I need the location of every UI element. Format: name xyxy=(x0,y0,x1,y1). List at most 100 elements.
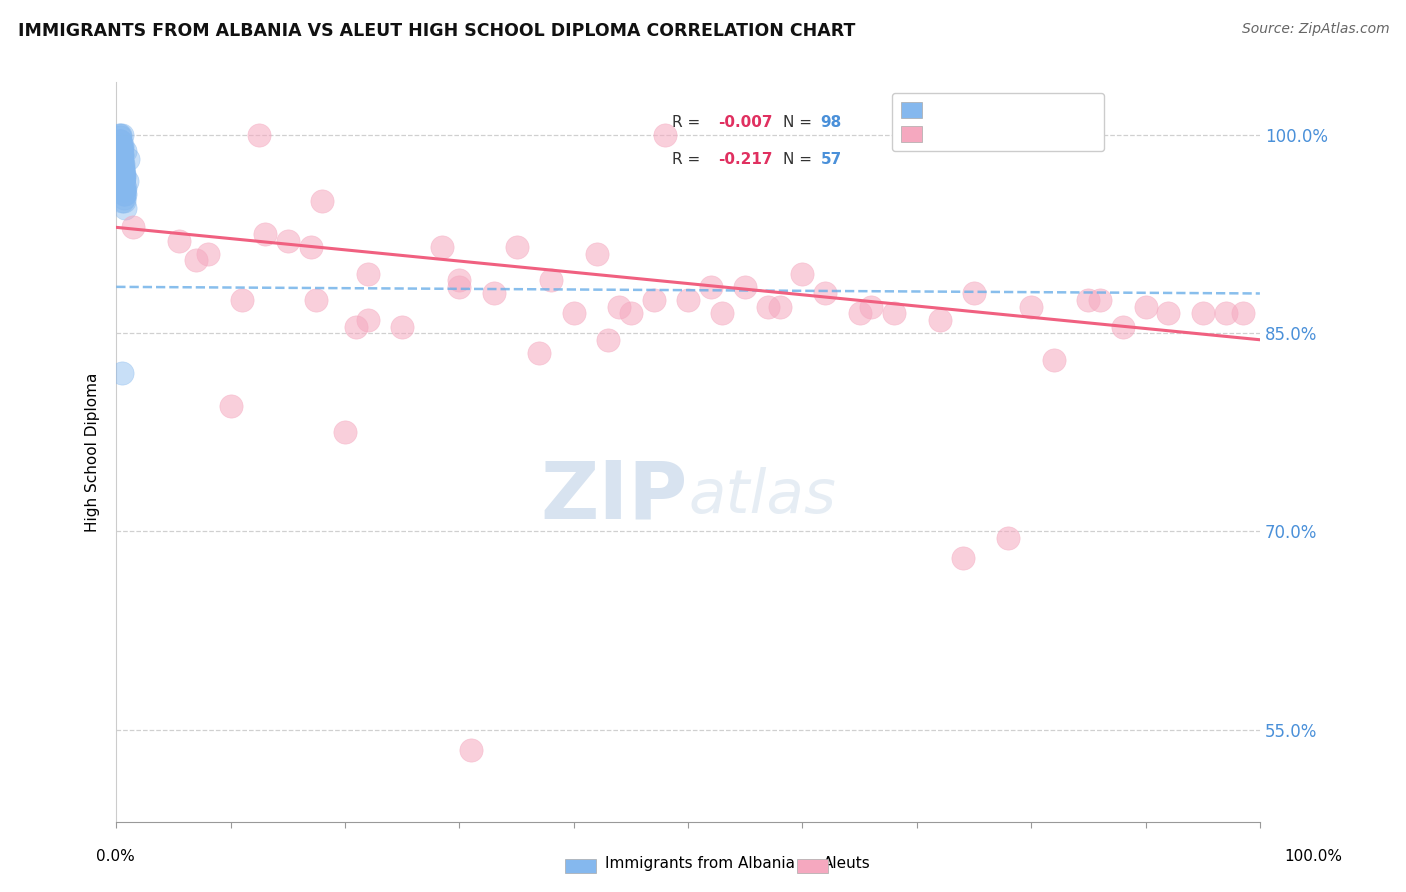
Point xyxy=(110,152,132,166)
Text: Immigrants from Albania: Immigrants from Albania xyxy=(605,856,794,871)
Point xyxy=(391,319,413,334)
Point xyxy=(112,187,135,202)
Point xyxy=(112,165,135,179)
Point xyxy=(122,220,145,235)
Point xyxy=(112,157,135,171)
Point xyxy=(449,280,471,294)
Point xyxy=(111,174,134,188)
Point xyxy=(110,152,132,166)
Point xyxy=(449,273,471,287)
Point xyxy=(112,161,135,175)
Point xyxy=(167,234,190,248)
Text: Source: ZipAtlas.com: Source: ZipAtlas.com xyxy=(1241,22,1389,37)
Point xyxy=(231,293,253,307)
Text: -0.007: -0.007 xyxy=(718,115,772,130)
Point xyxy=(247,128,270,142)
Point xyxy=(1019,300,1042,314)
Point xyxy=(108,157,131,171)
Point xyxy=(112,183,135,197)
Point xyxy=(585,247,607,261)
Point xyxy=(108,141,131,155)
Point xyxy=(112,170,135,185)
Point xyxy=(346,319,368,334)
Point xyxy=(111,165,134,179)
Point xyxy=(112,170,135,185)
Point xyxy=(540,273,562,287)
Point xyxy=(1135,300,1157,314)
Point xyxy=(110,147,132,161)
Point xyxy=(108,157,131,171)
Point xyxy=(596,333,619,347)
Point xyxy=(1157,306,1180,320)
Legend:   R =  -0.007   N = 98,   R =  -0.217   N = 57: R = -0.007 N = 98, R = -0.217 N = 57 xyxy=(891,94,1104,151)
Point xyxy=(1077,293,1099,307)
Point xyxy=(860,300,883,314)
Point xyxy=(112,183,135,197)
Point xyxy=(108,144,131,158)
Point xyxy=(108,135,131,149)
Text: 100.0%: 100.0% xyxy=(1285,849,1343,864)
Point xyxy=(108,154,131,169)
Text: atlas: atlas xyxy=(688,467,837,526)
Point xyxy=(112,168,135,182)
Point xyxy=(505,240,527,254)
Text: IMMIGRANTS FROM ALBANIA VS ALEUT HIGH SCHOOL DIPLOMA CORRELATION CHART: IMMIGRANTS FROM ALBANIA VS ALEUT HIGH SC… xyxy=(18,22,856,40)
Point xyxy=(700,280,723,294)
Point xyxy=(111,141,134,155)
Point xyxy=(111,161,134,175)
Point xyxy=(111,161,134,175)
Point xyxy=(111,194,134,208)
Point xyxy=(620,306,643,320)
Point xyxy=(643,293,665,307)
Point xyxy=(110,161,132,175)
Point xyxy=(108,141,131,155)
Point xyxy=(609,300,631,314)
Point xyxy=(482,286,505,301)
Point xyxy=(108,135,131,149)
Point xyxy=(883,306,905,320)
Point xyxy=(112,187,135,202)
Point xyxy=(1111,319,1133,334)
Point xyxy=(110,161,132,175)
Point xyxy=(112,174,135,188)
Point xyxy=(110,141,132,155)
Point xyxy=(110,147,132,161)
Point xyxy=(997,531,1019,545)
Point xyxy=(111,174,134,188)
Point xyxy=(111,366,134,380)
Point xyxy=(110,168,132,182)
Point xyxy=(112,161,135,175)
Point xyxy=(460,742,482,756)
Point xyxy=(108,138,131,153)
Point xyxy=(792,267,814,281)
Text: 57: 57 xyxy=(821,153,842,167)
Point xyxy=(108,128,131,142)
Point xyxy=(219,399,242,413)
Point xyxy=(112,180,135,194)
Point xyxy=(814,286,837,301)
Point xyxy=(848,306,870,320)
Point xyxy=(529,346,551,360)
Point xyxy=(112,165,135,179)
Point xyxy=(108,130,131,145)
Point xyxy=(108,144,131,158)
Point xyxy=(305,293,328,307)
Point xyxy=(711,306,734,320)
Point xyxy=(111,161,134,175)
Point xyxy=(676,293,699,307)
Point xyxy=(112,174,135,188)
Point xyxy=(357,267,380,281)
Point xyxy=(734,280,756,294)
Point xyxy=(562,306,585,320)
Point xyxy=(111,174,134,188)
Point xyxy=(1215,306,1237,320)
Point xyxy=(110,161,132,175)
Point xyxy=(112,174,135,188)
Point xyxy=(115,174,138,188)
Point xyxy=(112,180,135,194)
Point xyxy=(756,300,779,314)
Text: ZIP: ZIP xyxy=(541,458,688,535)
Point xyxy=(112,191,135,205)
Point xyxy=(114,201,136,215)
Point xyxy=(112,194,135,208)
